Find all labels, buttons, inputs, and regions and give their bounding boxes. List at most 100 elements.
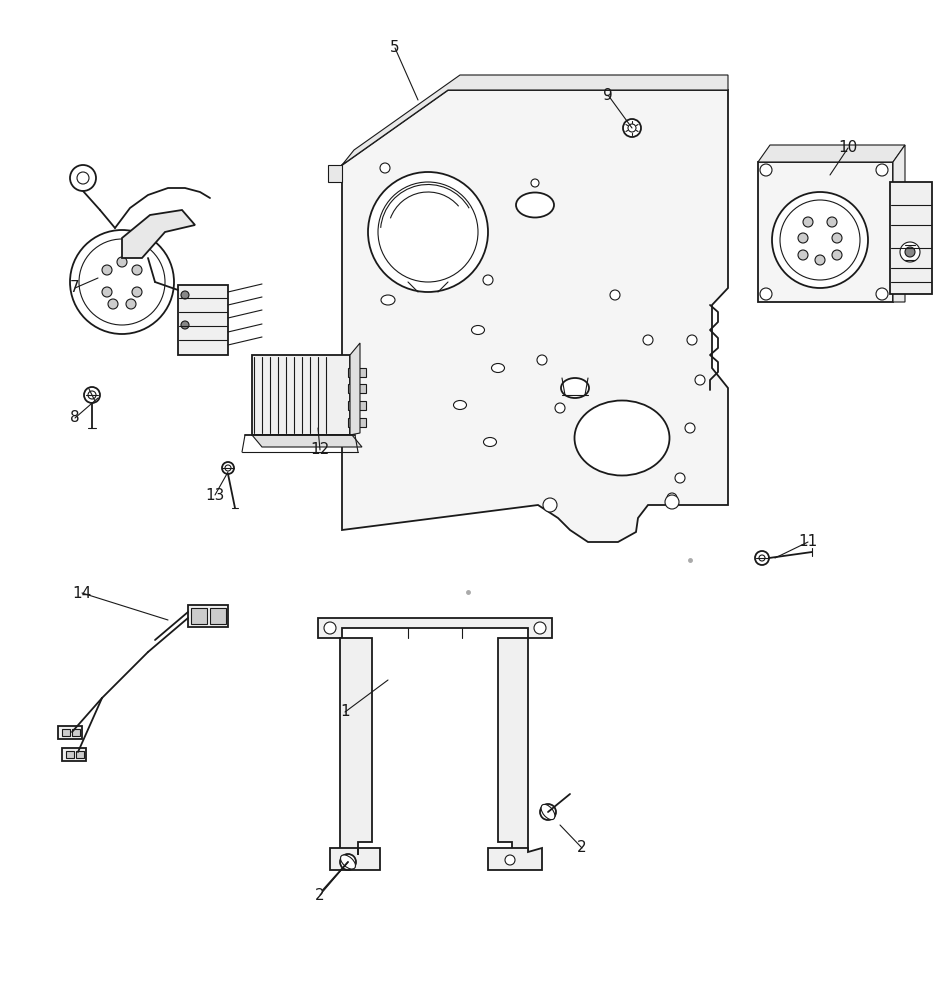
Circle shape [77, 172, 89, 184]
Circle shape [340, 854, 356, 870]
Circle shape [343, 855, 353, 865]
Circle shape [540, 804, 556, 820]
Text: 5: 5 [390, 40, 400, 55]
Polygon shape [340, 638, 372, 852]
Bar [76, 751, 84, 758]
Text: 10: 10 [838, 140, 857, 155]
Bar [178, 285, 228, 355]
Circle shape [803, 217, 813, 227]
Polygon shape [318, 618, 552, 638]
Ellipse shape [561, 378, 589, 398]
Text: 8: 8 [70, 410, 80, 426]
Circle shape [832, 233, 842, 243]
Circle shape [378, 182, 478, 282]
Ellipse shape [453, 400, 466, 410]
Circle shape [675, 473, 685, 483]
Circle shape [623, 119, 641, 137]
Circle shape [876, 288, 888, 300]
Text: 2: 2 [577, 840, 587, 856]
Circle shape [70, 230, 174, 334]
Circle shape [88, 391, 96, 399]
Circle shape [555, 403, 565, 413]
Circle shape [380, 163, 390, 173]
Polygon shape [498, 638, 528, 852]
Circle shape [102, 265, 112, 275]
Ellipse shape [381, 295, 395, 305]
Bar [66, 751, 74, 758]
Circle shape [832, 250, 842, 260]
Bar [890, 182, 932, 294]
Circle shape [108, 299, 118, 309]
Circle shape [780, 200, 860, 280]
Circle shape [772, 192, 868, 288]
Circle shape [685, 423, 695, 433]
Ellipse shape [492, 363, 505, 372]
Bar [348, 384, 366, 393]
Ellipse shape [541, 804, 555, 820]
Text: 14: 14 [72, 585, 91, 600]
Bar [348, 368, 366, 377]
Circle shape [222, 462, 234, 474]
Bar [62, 748, 86, 761]
Circle shape [534, 622, 546, 634]
Ellipse shape [574, 400, 669, 476]
Bar [188, 605, 228, 627]
Bar [58, 726, 82, 739]
Circle shape [84, 387, 100, 403]
Polygon shape [342, 75, 728, 165]
Circle shape [876, 164, 888, 176]
Bar [210, 608, 226, 624]
Bar [62, 729, 70, 736]
Text: 13: 13 [205, 488, 225, 502]
Ellipse shape [516, 192, 554, 218]
Circle shape [695, 375, 705, 385]
Circle shape [181, 291, 189, 299]
Circle shape [505, 855, 515, 865]
Circle shape [628, 124, 636, 132]
Ellipse shape [472, 326, 484, 334]
Circle shape [665, 495, 679, 509]
Bar [191, 608, 207, 624]
Circle shape [643, 335, 653, 345]
Circle shape [544, 808, 552, 816]
Circle shape [483, 275, 493, 285]
Circle shape [760, 164, 772, 176]
Circle shape [760, 288, 772, 300]
Circle shape [132, 265, 142, 275]
Circle shape [132, 287, 142, 297]
Circle shape [798, 250, 808, 260]
Circle shape [755, 551, 769, 565]
Circle shape [225, 465, 231, 471]
Bar [348, 418, 366, 427]
Circle shape [79, 239, 165, 325]
Circle shape [815, 255, 825, 265]
Text: 9: 9 [603, 88, 613, 103]
Text: 2: 2 [315, 888, 325, 902]
Circle shape [324, 622, 336, 634]
Circle shape [368, 172, 488, 292]
Circle shape [759, 555, 765, 561]
Polygon shape [893, 145, 905, 302]
Circle shape [126, 299, 136, 309]
Polygon shape [342, 90, 728, 542]
Circle shape [905, 247, 915, 257]
Ellipse shape [483, 438, 496, 446]
Bar [348, 401, 366, 410]
Text: 7: 7 [70, 280, 80, 296]
Circle shape [181, 321, 189, 329]
Circle shape [610, 290, 620, 300]
Circle shape [900, 242, 920, 262]
Polygon shape [252, 435, 362, 447]
Text: 12: 12 [310, 442, 330, 458]
Text: 11: 11 [798, 534, 818, 550]
Circle shape [117, 257, 127, 267]
Text: 1: 1 [340, 704, 350, 720]
Circle shape [102, 287, 112, 297]
Polygon shape [122, 210, 195, 258]
Circle shape [798, 233, 808, 243]
Circle shape [531, 179, 539, 187]
Polygon shape [488, 848, 542, 870]
Circle shape [827, 217, 837, 227]
Circle shape [543, 498, 557, 512]
Circle shape [537, 355, 547, 365]
